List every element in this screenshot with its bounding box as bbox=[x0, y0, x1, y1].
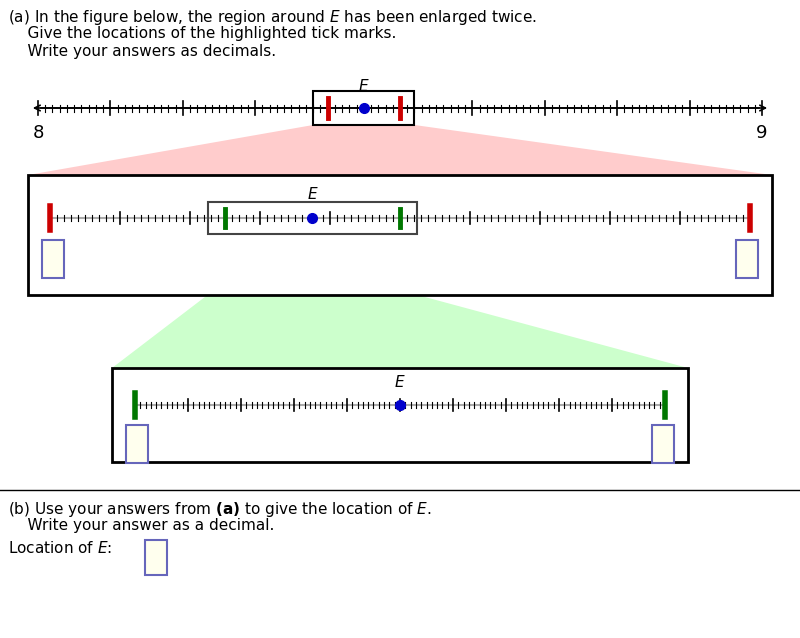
Text: 8: 8 bbox=[32, 124, 44, 142]
Text: Write your answer as a decimal.: Write your answer as a decimal. bbox=[8, 518, 274, 533]
Text: Give the locations of the highlighted tick marks.: Give the locations of the highlighted ti… bbox=[8, 26, 396, 41]
Bar bbox=[28, 175, 772, 295]
Bar bbox=[42, 240, 64, 278]
Text: 9: 9 bbox=[756, 124, 768, 142]
Text: Write your answers as decimals.: Write your answers as decimals. bbox=[8, 44, 276, 59]
Bar bbox=[652, 425, 674, 463]
Bar bbox=[207, 202, 418, 234]
Text: Location of $E$:: Location of $E$: bbox=[8, 540, 112, 556]
Bar bbox=[313, 91, 414, 125]
Bar bbox=[112, 368, 688, 462]
Bar bbox=[145, 540, 167, 575]
Text: $E$: $E$ bbox=[306, 186, 318, 202]
Polygon shape bbox=[28, 125, 772, 175]
Text: $E$: $E$ bbox=[358, 78, 370, 94]
Bar bbox=[736, 240, 758, 278]
Text: (b) Use your answers from $\mathbf{(a)}$ to give the location of $E$.: (b) Use your answers from $\mathbf{(a)}$… bbox=[8, 500, 431, 519]
Text: (a) In the figure below, the region around $E$ has been enlarged twice.: (a) In the figure below, the region arou… bbox=[8, 8, 537, 27]
Bar bbox=[126, 425, 148, 463]
Text: $E$: $E$ bbox=[394, 374, 406, 390]
Polygon shape bbox=[112, 295, 688, 368]
